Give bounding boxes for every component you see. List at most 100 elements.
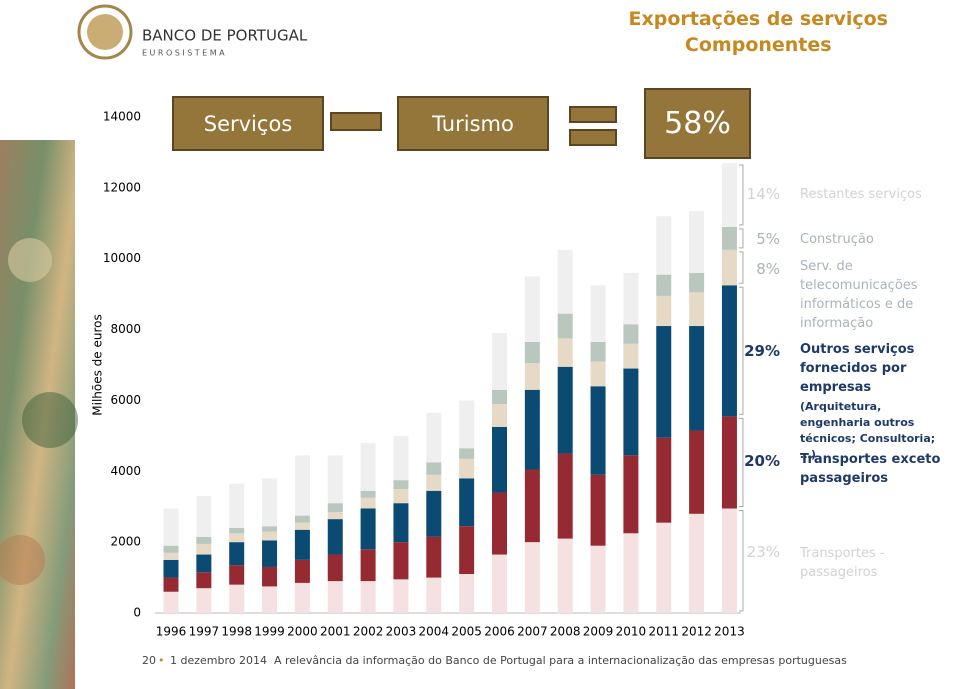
bar-segment: [360, 549, 376, 582]
bar-segment: [492, 389, 507, 404]
bar-segment: [393, 542, 409, 580]
bar-segment: [557, 249, 573, 314]
bar-segment: [590, 545, 606, 613]
equation-result: 58%: [644, 88, 751, 159]
bar-segment: [689, 210, 705, 273]
bar-segment: [557, 313, 573, 339]
minus-sign: [330, 112, 382, 131]
bar-segment: [590, 361, 606, 387]
x-tick-label: 2010: [616, 625, 647, 639]
bar-segment: [229, 584, 245, 613]
bar-segment: [656, 522, 672, 613]
logo-mark: [87, 14, 123, 50]
bracket: [738, 251, 744, 284]
x-tick-label: 1996: [156, 625, 187, 639]
bar-segment: [426, 474, 442, 491]
bar-segment: [590, 285, 606, 342]
legend-label: Restantes serviços: [800, 187, 922, 202]
bar-segment: [196, 588, 212, 613]
bar-segment: [327, 581, 343, 613]
legend-share: 5%: [756, 230, 780, 248]
x-tick-label: 2009: [583, 625, 614, 639]
x-tick-label: 2006: [484, 625, 515, 639]
bracket: [738, 417, 744, 507]
legend-entry: Serv. de telecomunicações informáticos e…: [800, 257, 950, 333]
header-title: Exportações de serviços Componentes: [629, 6, 888, 58]
logo-mark: [77, 4, 133, 60]
bar-segment: [327, 455, 343, 504]
bar-segment: [196, 572, 212, 589]
bar-segment: [524, 389, 540, 470]
bar-segment: [393, 480, 409, 489]
bar-segment: [492, 427, 507, 493]
y-tick-label: 0: [133, 606, 141, 620]
bar-segment: [623, 343, 639, 369]
bar-segment: [294, 559, 310, 583]
bar-segment: [721, 163, 737, 227]
bar-segment: [393, 435, 409, 481]
legend-label: Transportes - passageiros: [800, 546, 885, 580]
bar-segment: [524, 341, 540, 364]
bar-segment: [524, 542, 540, 613]
legend-share: 23%: [746, 543, 780, 561]
x-tick-label: 1999: [254, 625, 285, 639]
bar-segment: [294, 529, 310, 560]
bar-segment: [721, 508, 737, 613]
bar-segment: [426, 462, 442, 475]
page-number: 20: [142, 654, 156, 667]
legend-share: 8%: [756, 260, 780, 278]
legend-entry: Transportes - passageiros: [800, 544, 950, 582]
x-tick-label: 2008: [550, 625, 581, 639]
y-tick-label: 4000: [110, 464, 141, 478]
bar-segment: [327, 503, 343, 513]
bar-segment: [623, 324, 639, 344]
x-tick-label: 1998: [221, 625, 252, 639]
bar-segment: [524, 363, 540, 390]
bar-segment: [393, 503, 409, 543]
bar-segment: [689, 272, 705, 293]
bar-segment: [557, 366, 573, 454]
bar-segment: [623, 455, 639, 534]
bar-segment: [689, 326, 705, 431]
y-tick-label: 10000: [103, 251, 141, 265]
legend-note: (Arquitetura, engenharia outros técnicos…: [800, 400, 936, 461]
bar-segment: [689, 513, 705, 613]
bar-segment: [360, 497, 376, 509]
legend-share: 20%: [744, 452, 780, 470]
x-tick-label: 1997: [189, 625, 220, 639]
bar-segment: [623, 272, 639, 325]
bar-segment: [262, 566, 278, 587]
x-tick-label: 2001: [320, 625, 351, 639]
legend-label: Outros serviços fornecidos por empresas: [800, 342, 915, 395]
bar-segment: [557, 538, 573, 613]
bar-segment: [229, 533, 245, 543]
bracket: [738, 228, 744, 249]
x-tick-label: 2000: [287, 625, 318, 639]
bar-segment: [294, 455, 310, 516]
bracket: [738, 509, 744, 612]
bar-segment: [656, 274, 672, 296]
bar-segment: [163, 559, 179, 578]
bar-segment: [459, 478, 475, 527]
legend-share: 14%: [746, 185, 780, 203]
bar-segment: [163, 552, 179, 560]
bracket: [738, 286, 744, 415]
legend-entry: Restantes serviços: [800, 185, 950, 204]
y-tick-label: 2000: [110, 535, 141, 549]
bar-segment: [262, 540, 278, 567]
bar-segment: [590, 386, 606, 475]
bar-segment: [656, 295, 672, 327]
bar-segment: [557, 338, 573, 367]
bar-segment: [689, 292, 705, 327]
x-tick-label: 2013: [714, 625, 745, 639]
x-tick-label: 2011: [648, 625, 679, 639]
y-tick-label: 12000: [103, 180, 141, 194]
bar-segment: [229, 565, 245, 585]
equals-sign: [569, 106, 617, 123]
bar-segment: [393, 579, 409, 613]
bar-segment: [393, 489, 409, 504]
legend-label: Transportes exceto passageiros: [800, 452, 941, 486]
bar-segment: [360, 508, 376, 550]
bar-segment: [262, 586, 278, 613]
